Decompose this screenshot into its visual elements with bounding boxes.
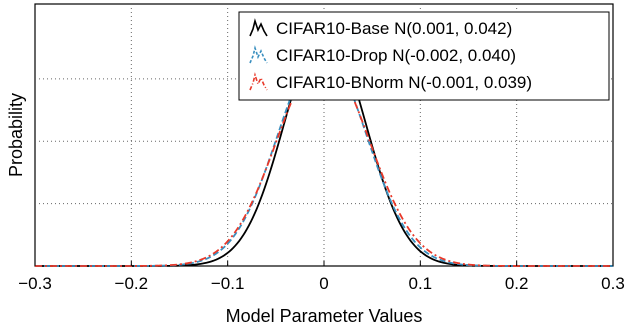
x-tick-label: 0.2: [505, 274, 529, 293]
y-axis-label: Probability: [6, 93, 26, 177]
legend-entry-2: CIFAR10-BNorm N(-0.001, 0.039): [276, 73, 532, 92]
legend-swatch-2: [249, 72, 268, 91]
legend-swatch-0: [249, 18, 268, 37]
legend-box: [238, 11, 610, 101]
x-tick-label: 0.1: [409, 274, 433, 293]
legend-entry-0: CIFAR10-Base N(0.001, 0.042): [276, 19, 512, 38]
legend-swatch-1: [249, 45, 268, 64]
x-tick-label: −0.3: [18, 274, 52, 293]
x-tick-label: 0: [319, 274, 328, 293]
x-tick-label: −0.2: [115, 274, 149, 293]
legend-entry-1: CIFAR10-Drop N(-0.002, 0.040): [276, 46, 516, 65]
x-tick-label: −0.1: [211, 274, 245, 293]
x-tick-label: 0.3: [601, 274, 625, 293]
x-axis-label: Model Parameter Values: [226, 306, 423, 326]
legend: CIFAR10-Base N(0.001, 0.042) CIFAR10-Drop…: [238, 11, 610, 101]
x-ticks: −0.3 −0.2 −0.1 0 0.1 0.2 0.3: [18, 261, 625, 293]
